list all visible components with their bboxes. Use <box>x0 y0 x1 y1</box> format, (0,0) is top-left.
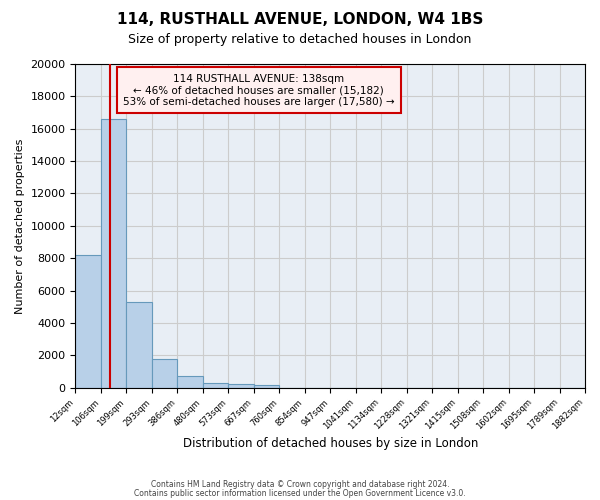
Text: 114 RUSTHALL AVENUE: 138sqm
← 46% of detached houses are smaller (15,182)
53% of: 114 RUSTHALL AVENUE: 138sqm ← 46% of det… <box>123 74 395 107</box>
Bar <box>152 358 178 388</box>
Bar <box>178 376 203 388</box>
Bar <box>254 386 279 388</box>
Bar <box>101 119 127 388</box>
Y-axis label: Number of detached properties: Number of detached properties <box>15 138 25 314</box>
Text: Size of property relative to detached houses in London: Size of property relative to detached ho… <box>128 32 472 46</box>
Text: 114, RUSTHALL AVENUE, LONDON, W4 1BS: 114, RUSTHALL AVENUE, LONDON, W4 1BS <box>117 12 483 28</box>
Bar <box>127 302 152 388</box>
Text: Contains public sector information licensed under the Open Government Licence v3: Contains public sector information licen… <box>134 488 466 498</box>
X-axis label: Distribution of detached houses by size in London: Distribution of detached houses by size … <box>182 437 478 450</box>
Text: Contains HM Land Registry data © Crown copyright and database right 2024.: Contains HM Land Registry data © Crown c… <box>151 480 449 489</box>
Bar <box>76 255 101 388</box>
Bar <box>203 383 228 388</box>
Bar <box>228 384 254 388</box>
